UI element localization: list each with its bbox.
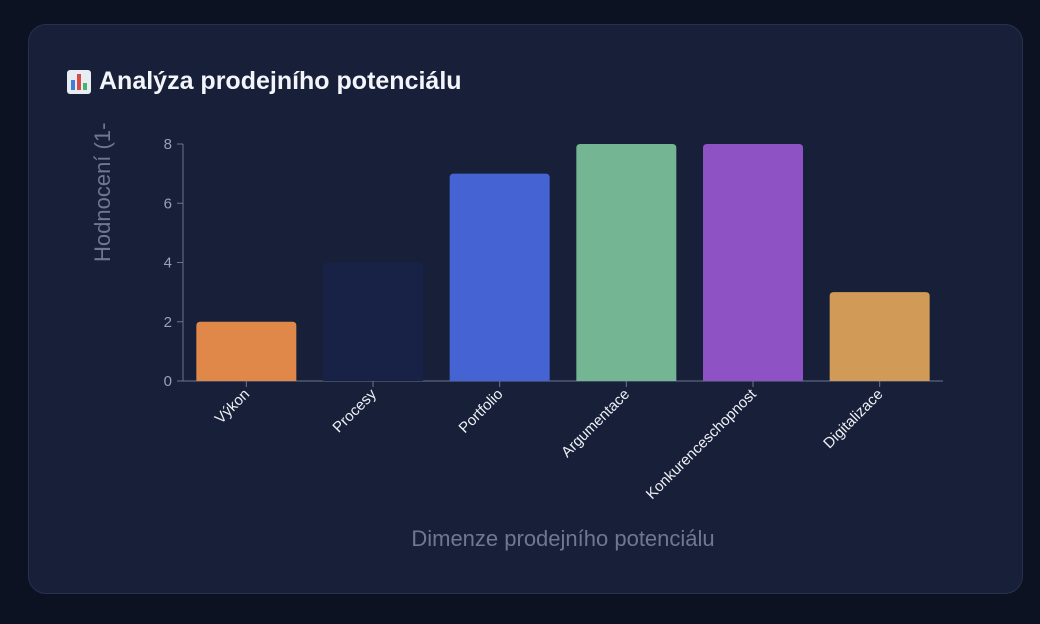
- y-tick-label: 2: [164, 314, 172, 331]
- bar-portfolio: [449, 173, 550, 381]
- x-tick-label: Digitalizace: [820, 386, 886, 452]
- chart-title-row: Analýza prodejního potenciálu: [67, 67, 462, 96]
- bar-digitalizace: [829, 292, 930, 381]
- y-tick-label: 0: [164, 373, 172, 390]
- bar-chart-icon: [67, 69, 91, 94]
- x-tick-label: Portfolio: [456, 386, 507, 437]
- bar-výkon: [196, 321, 297, 381]
- x-tick-label: Konkurenceschopnost: [643, 385, 761, 503]
- x-tick-label: Argumentace: [558, 386, 633, 461]
- plot-area: 0 2 4 6 8 Výkon Procesy Portfolio Argumentace Kon…: [164, 136, 943, 503]
- bar-argumentace: [576, 144, 677, 381]
- bar-procesy: [323, 262, 423, 381]
- bar-konkurenceschopnost: [703, 144, 803, 381]
- y-tick-label: 4: [164, 255, 172, 272]
- y-axis-label: Hodnocení (1-: [90, 123, 115, 262]
- x-tick-label: Procesy: [329, 385, 380, 436]
- x-axis-label: Dimenze prodejního potenciálu: [411, 526, 714, 551]
- y-tick-label: 8: [164, 136, 172, 153]
- x-tick-label: Výkon: [212, 386, 254, 428]
- y-tick-label: 6: [164, 195, 172, 212]
- chart-title: Analýza prodejního potenciálu: [99, 67, 462, 95]
